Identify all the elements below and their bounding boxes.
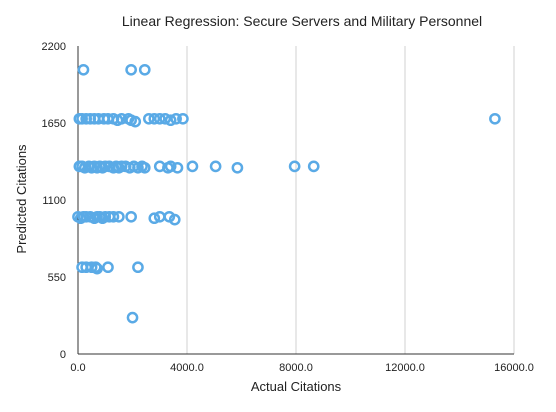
data-point [125, 63, 137, 76]
data-point [113, 210, 125, 223]
data-point [288, 160, 301, 173]
data-point [126, 311, 139, 324]
x-tick-label: 12000.0 [385, 362, 425, 374]
y-tick-label: 1100 [42, 195, 66, 207]
x-tick-label: 16000.0 [494, 362, 534, 374]
data-point [85, 261, 98, 274]
data-point [164, 160, 177, 173]
chart-title: Linear Regression: Secure Servers and Mi… [122, 13, 482, 29]
y-tick-label: 550 [48, 272, 66, 284]
data-point [307, 160, 320, 173]
data-point [489, 112, 501, 125]
data-point [186, 160, 199, 173]
data-point [138, 161, 151, 174]
data-point [91, 262, 103, 275]
axes [77, 46, 514, 355]
data-point [148, 212, 161, 225]
data-point [148, 112, 161, 125]
data-point [231, 161, 244, 174]
y-tick-label: 2200 [42, 41, 66, 53]
data-point [171, 161, 184, 174]
data-point [170, 112, 182, 125]
data-point [102, 261, 114, 274]
data-point [209, 160, 222, 173]
x-tick-label: 8000.0 [279, 362, 313, 374]
data-point [153, 112, 166, 125]
data-point [107, 210, 120, 223]
data-point [138, 63, 151, 76]
data-point [168, 213, 181, 226]
data-point [129, 115, 142, 128]
data-point [164, 114, 177, 127]
data-point [77, 63, 90, 76]
data-point [177, 112, 189, 125]
data-point [132, 261, 144, 274]
tick-labels: 0.0 4000.0 8000.0 12000.0 16000.0 0 550 1100 165… [42, 41, 534, 374]
x-tick-label: 0.0 [70, 362, 85, 374]
gridlines [186, 46, 515, 354]
data-point [159, 112, 172, 125]
data-points [72, 63, 501, 324]
y-tick-label: 1650 [42, 118, 66, 130]
data-point [125, 210, 137, 223]
x-axis-label: Actual Citations [251, 379, 342, 394]
y-tick-label: 0 [60, 349, 66, 361]
y-axis-label: Predicted Citations [14, 144, 29, 254]
data-point [143, 112, 155, 125]
x-tick-label: 4000.0 [170, 362, 204, 374]
